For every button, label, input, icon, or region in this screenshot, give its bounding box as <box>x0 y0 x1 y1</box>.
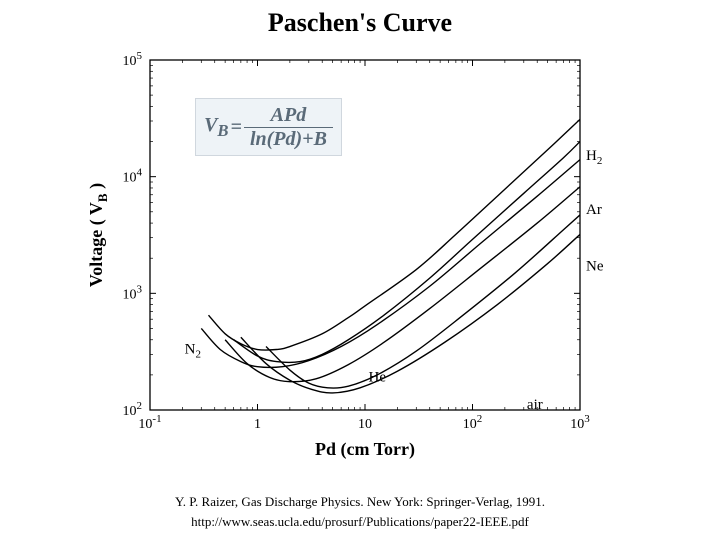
y-tick-label: 104 <box>123 167 143 186</box>
curve-label-H2: H2 <box>586 148 602 167</box>
x-tick-label: 103 <box>570 413 590 432</box>
page-title: Paschen's Curve <box>0 8 720 38</box>
paschen-chart: 10-1110102103102103104105Pd (cm Torr)Vol… <box>80 50 640 470</box>
curve-N2 <box>201 160 580 368</box>
breakdown-voltage-formula: VB = APd ln(Pd)+B <box>195 98 342 156</box>
citation-text: Y. P. Raizer, Gas Discharge Physics. New… <box>0 494 720 510</box>
curve-Ar <box>225 187 580 382</box>
curve-He <box>266 215 580 388</box>
curve-Ne <box>241 234 580 393</box>
y-tick-label: 105 <box>123 50 143 69</box>
x-tick-label: 10-1 <box>138 413 161 432</box>
curve-label-Ar: Ar <box>586 202 602 218</box>
title-text: Paschen's Curve <box>268 8 452 37</box>
formula-equals: = <box>229 116 244 139</box>
curve-label-N2: N2 <box>185 342 201 361</box>
curve-label-air: air <box>527 397 543 413</box>
y-tick-label: 103 <box>123 283 143 302</box>
source-url: http://www.seas.ucla.edu/prosurf/Publica… <box>0 514 720 530</box>
curve-label-Ne: Ne <box>586 258 604 274</box>
x-tick-label: 1 <box>254 417 261 432</box>
formula-fraction: APd ln(Pd)+B <box>244 104 333 151</box>
formula-lhs: VB <box>204 114 228 141</box>
chart-svg: 10-1110102103102103104105Pd (cm Torr)Vol… <box>80 50 640 470</box>
x-tick-label: 10 <box>358 417 372 432</box>
x-axis-label: Pd (cm Torr) <box>315 439 415 460</box>
x-tick-label: 102 <box>463 413 483 432</box>
formula-numerator: APd <box>244 104 333 128</box>
formula-denominator: ln(Pd)+B <box>244 128 333 151</box>
curve-H2 <box>234 142 580 363</box>
y-axis-label: Voltage ( VB ) <box>86 183 110 287</box>
